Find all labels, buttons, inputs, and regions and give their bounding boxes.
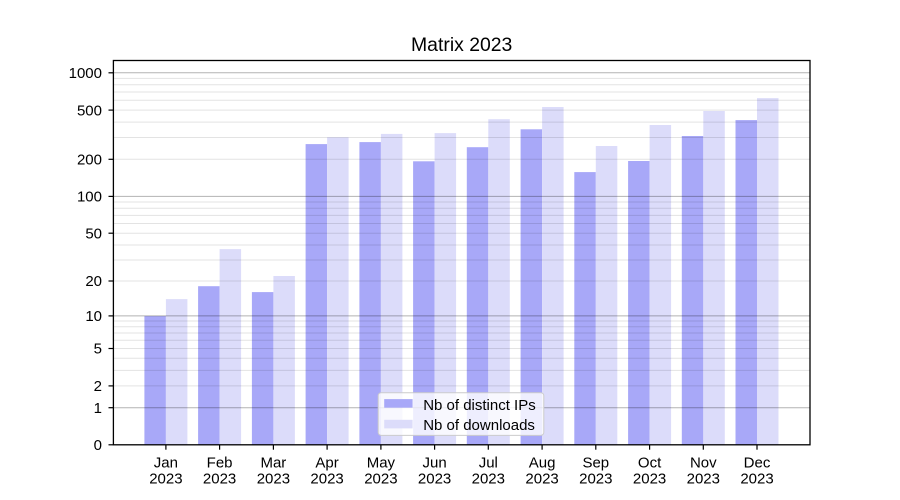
svg-text:May: May [367, 454, 396, 471]
svg-text:2023: 2023 [203, 470, 236, 487]
svg-text:2023: 2023 [633, 470, 666, 487]
svg-text:Aug: Aug [529, 454, 556, 471]
svg-text:2023: 2023 [525, 470, 558, 487]
svg-text:Jan: Jan [154, 454, 178, 471]
svg-text:2: 2 [94, 378, 102, 395]
svg-text:Matrix 2023: Matrix 2023 [411, 34, 512, 56]
svg-text:2023: 2023 [364, 470, 397, 487]
svg-text:2023: 2023 [418, 470, 451, 487]
svg-text:200: 200 [77, 152, 102, 169]
svg-text:2023: 2023 [149, 470, 182, 487]
svg-text:Nb of downloads: Nb of downloads [423, 417, 535, 434]
svg-text:Jul: Jul [479, 454, 498, 471]
svg-text:1: 1 [94, 400, 102, 417]
svg-text:Dec: Dec [744, 454, 771, 471]
svg-text:2023: 2023 [472, 470, 505, 487]
svg-text:20: 20 [85, 273, 102, 290]
svg-text:500: 500 [77, 102, 102, 119]
svg-text:2023: 2023 [257, 470, 290, 487]
svg-text:2023: 2023 [687, 470, 720, 487]
svg-text:2023: 2023 [310, 470, 343, 487]
svg-text:Jun: Jun [423, 454, 447, 471]
svg-text:5: 5 [94, 341, 102, 358]
svg-text:2023: 2023 [740, 470, 773, 487]
svg-text:Mar: Mar [260, 454, 286, 471]
svg-text:Apr: Apr [315, 454, 338, 471]
svg-text:Feb: Feb [207, 454, 233, 471]
svg-text:Sep: Sep [582, 454, 609, 471]
svg-text:1000: 1000 [69, 65, 102, 82]
svg-text:Nb of distinct IPs: Nb of distinct IPs [423, 397, 536, 414]
svg-text:50: 50 [85, 225, 102, 242]
svg-text:100: 100 [77, 189, 102, 206]
svg-text:0: 0 [94, 437, 102, 454]
svg-text:2023: 2023 [579, 470, 612, 487]
svg-text:Oct: Oct [638, 454, 662, 471]
svg-text:Nov: Nov [690, 454, 717, 471]
svg-text:10: 10 [85, 308, 102, 325]
